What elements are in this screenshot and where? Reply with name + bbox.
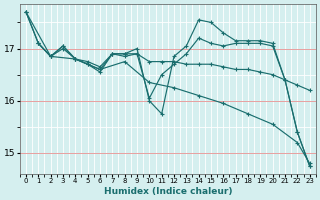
X-axis label: Humidex (Indice chaleur): Humidex (Indice chaleur) <box>104 187 232 196</box>
